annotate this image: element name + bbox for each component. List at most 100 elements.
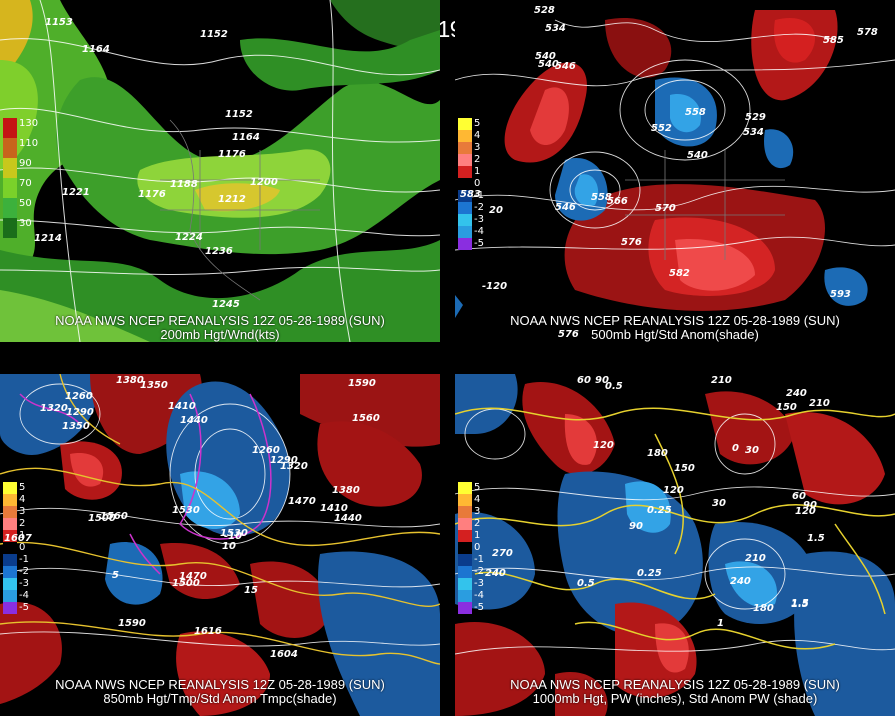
contour-label: 1320 xyxy=(40,403,68,414)
legend-label: -2 xyxy=(474,202,484,213)
legend-swatch: -4 xyxy=(458,226,484,238)
contour-label: 1.5 xyxy=(807,533,825,544)
contour-label: 540 xyxy=(687,150,708,161)
contour-label: 30 xyxy=(712,498,726,509)
contour-label: 0.5 xyxy=(605,381,623,392)
legend-swatch: -1 xyxy=(3,554,29,566)
contour-label: 1236 xyxy=(205,246,233,257)
legend-label: 110 xyxy=(19,138,39,149)
contour-label: 180 xyxy=(647,448,668,459)
contour-label: 576 xyxy=(621,237,642,248)
legend-swatch: -5 xyxy=(458,602,484,614)
contour-label: 90 xyxy=(595,375,609,386)
legend-swatch: 130 xyxy=(3,118,38,138)
contour-label: 578 xyxy=(857,27,878,38)
legend-label: -3 xyxy=(474,214,484,225)
legend-swatch: -5 xyxy=(458,238,484,250)
contour-label: 534 xyxy=(743,127,764,138)
legend-label: 5 xyxy=(474,118,481,129)
contour-label: 566 xyxy=(607,196,628,207)
legend-label: -5 xyxy=(19,602,29,613)
legend-swatch: 90 xyxy=(3,158,32,178)
legend-swatch: -2 xyxy=(458,566,484,578)
legend-swatch: 5 xyxy=(458,118,480,130)
map-200mb xyxy=(0,0,440,342)
panel-caption-line2: 850mb Hgt/Tmp/Std Anom Tmpc(shade) xyxy=(103,691,337,706)
contour-label: 1530 xyxy=(220,528,248,539)
legend-swatch: 70 xyxy=(3,178,32,198)
legend-swatch: 1 xyxy=(3,530,25,542)
contour-label: 1176 xyxy=(218,149,246,160)
contour-label: 0 xyxy=(732,443,739,454)
map-850mb xyxy=(0,374,440,716)
legend-swatch: 0 xyxy=(3,542,25,554)
legend-label: -4 xyxy=(19,590,29,601)
contour-label: 60 xyxy=(577,375,591,386)
contour-label: 1.5 xyxy=(791,599,809,610)
legend-label: 5 xyxy=(474,482,481,493)
legend-label: 30 xyxy=(19,218,32,229)
contour-label: 1410 xyxy=(168,401,196,412)
contour-label: 1380 xyxy=(116,375,144,386)
legend-label: 2 xyxy=(474,154,481,165)
legend-swatch: -3 xyxy=(3,578,29,590)
legend-swatch: 2 xyxy=(458,154,480,166)
contour-label: 120 xyxy=(663,485,684,496)
contour-label: 1560 xyxy=(100,511,128,522)
contour-label: 1350 xyxy=(140,380,168,391)
legend-swatch: 0 xyxy=(458,178,480,190)
legend-label: -5 xyxy=(474,238,484,249)
legend-swatch: -4 xyxy=(3,590,29,602)
contour-label: 120 xyxy=(593,440,614,451)
legend-swatch: 2 xyxy=(3,518,25,530)
contour-label: 1212 xyxy=(218,194,246,205)
contour-label: 270 xyxy=(492,548,513,559)
contour-label: 540 xyxy=(535,51,556,62)
legend-swatch: 1 xyxy=(458,166,480,178)
legend-label: 4 xyxy=(474,130,481,141)
legend-swatch: 50 xyxy=(3,198,32,218)
contour-label: 10 xyxy=(222,541,236,552)
legend-label: 0 xyxy=(19,542,26,553)
contour-label: 552 xyxy=(651,123,672,134)
contour-label: 15 xyxy=(244,585,258,596)
legend-swatch: 3 xyxy=(458,506,480,518)
legend-swatch: 0 xyxy=(458,542,480,554)
legend-label: -4 xyxy=(474,226,484,237)
contour-label: 120 xyxy=(795,506,816,517)
contour-label: 90 xyxy=(803,500,817,511)
contour-label: 1188 xyxy=(170,179,198,190)
anomaly-legend-500mb: 5 4 3 2 1 0 -1 -2 -3 -4 -5 xyxy=(458,118,484,250)
contour-label: 210 xyxy=(809,398,830,409)
legend-label: 4 xyxy=(19,494,26,505)
contour-label: 1500 xyxy=(88,513,116,524)
contour-label: 0.25 xyxy=(647,505,672,516)
legend-label: 0 xyxy=(474,542,481,553)
contour-label: 1320 xyxy=(280,461,308,472)
legend-swatch: -3 xyxy=(458,214,484,226)
contour-label: 0.25 xyxy=(637,568,662,579)
legend-label: 5 xyxy=(19,482,26,493)
legend-label: -1 xyxy=(474,554,484,565)
contour-label: 1440 xyxy=(180,415,208,426)
contour-label: 60 xyxy=(792,491,806,502)
legend-swatch: 5 xyxy=(458,482,480,494)
contour-label: 240 xyxy=(786,388,807,399)
contour-label: 582 xyxy=(669,268,690,279)
legend-label: 0 xyxy=(474,178,481,189)
contour-label: 240 xyxy=(485,568,506,579)
contour-label: 546 xyxy=(555,202,576,213)
legend-swatch: -2 xyxy=(3,566,29,578)
contour-label: 30 xyxy=(745,445,759,456)
contour-label: 0.5 xyxy=(577,578,595,589)
contour-label: 529 xyxy=(745,112,766,123)
contour-label: 576 xyxy=(558,329,579,340)
contour-label: 528 xyxy=(534,5,555,16)
legend-label: -3 xyxy=(19,578,29,589)
contour-label: 1350 xyxy=(62,421,90,432)
legend-label: 4 xyxy=(474,494,481,505)
contour-label: 1164 xyxy=(232,132,260,143)
contour-label: 1380 xyxy=(332,485,360,496)
legend-swatch: 4 xyxy=(3,494,25,506)
contour-label: 593 xyxy=(830,289,851,300)
